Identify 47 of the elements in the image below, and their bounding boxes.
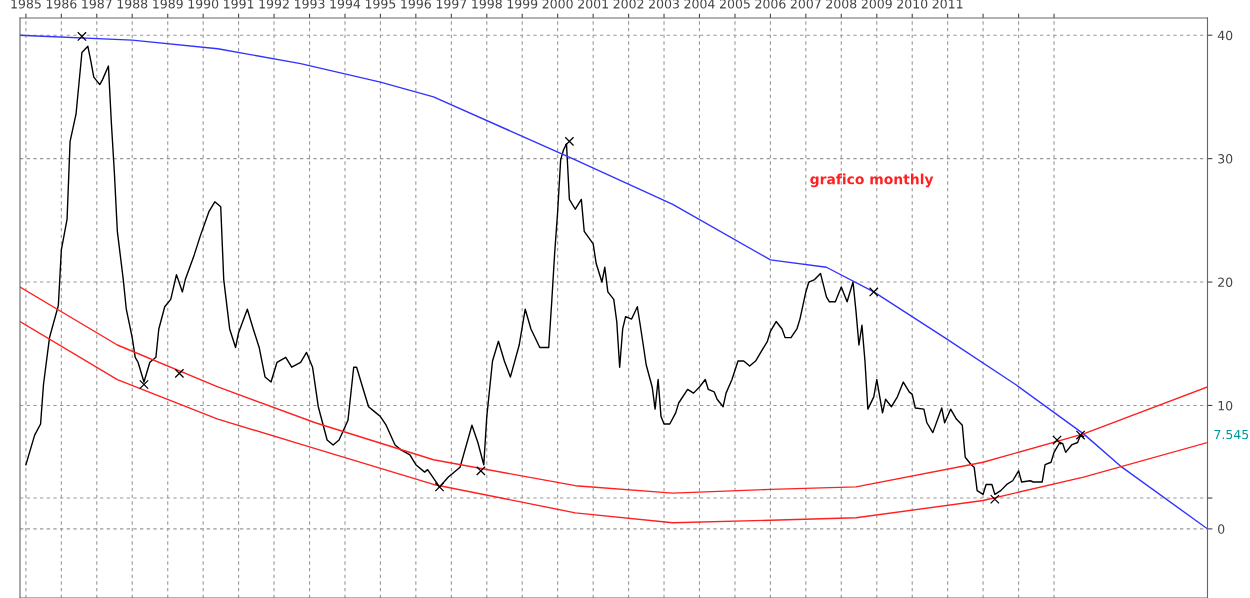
x-tick-label: 1989	[153, 0, 183, 9]
y-tick-label: 40	[1217, 30, 1233, 41]
x-tick-label: 2007	[790, 0, 821, 9]
y-tick-label: 10	[1218, 400, 1233, 411]
x-tick-label: 1988	[117, 0, 148, 9]
line-series	[25, 45, 1085, 496]
x-tick-label: 2008	[826, 0, 857, 9]
point	[174, 368, 185, 379]
y-tick-label: 20	[1218, 277, 1233, 287]
text: 7.545	[1214, 429, 1249, 440]
point	[139, 379, 149, 390]
x-tick-label: 2006	[755, 0, 786, 9]
x-tick-label: 1996	[401, 0, 431, 9]
line-series	[20, 34, 1208, 530]
line-series	[20, 320, 1208, 524]
x-tick-label: 1986	[46, 0, 77, 9]
x-tick-label: 1991	[224, 0, 254, 9]
x-tick-label: 1992	[259, 0, 289, 9]
x-tick-label: 1987	[82, 0, 112, 9]
point	[77, 31, 87, 42]
annotation: grafico monthly	[810, 173, 934, 188]
x-tick-label: 2000	[542, 0, 573, 9]
x-tick-label: 2004	[684, 0, 715, 9]
x-tick-label: 2002	[613, 0, 644, 9]
point	[434, 482, 445, 492]
y-tick-label: 0	[1218, 524, 1225, 534]
x-tick-label: 1999	[507, 0, 538, 9]
x-tick-label: 1990	[188, 0, 219, 9]
x-tick-label: 1998	[472, 0, 502, 9]
point	[476, 466, 486, 476]
x-tick-label: 1997	[436, 0, 467, 9]
x-tick-label: 1993	[295, 0, 325, 9]
x-tick-label: 1985	[11, 0, 41, 9]
x-tick-label: 2009	[861, 0, 892, 9]
x-tick-label: 2011	[932, 0, 963, 9]
x-tick-label: 2005	[719, 0, 750, 9]
y-tick-label: 30	[1218, 154, 1233, 164]
x-tick-label: 2003	[649, 0, 679, 9]
x-tick-label: 1994	[330, 0, 361, 9]
point	[1052, 435, 1062, 445]
point	[990, 494, 1000, 505]
x-tick-label: 2010	[897, 0, 928, 9]
point	[868, 287, 879, 297]
point	[564, 136, 575, 147]
x-tick-label: 1995	[365, 0, 396, 9]
x-tick-label: 2001	[578, 0, 608, 9]
line-series	[20, 286, 1208, 494]
